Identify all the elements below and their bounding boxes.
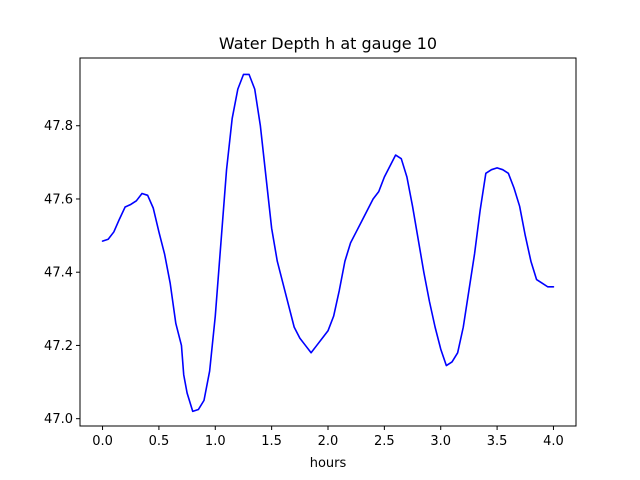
x-tick-label: 3.5 [487,434,508,449]
x-tick-label: 1.0 [205,434,226,449]
x-tick-label: 3.0 [430,434,451,449]
x-tick-label: 0.0 [92,434,113,449]
chart-title: Water Depth h at gauge 10 [219,34,437,53]
plot-area: 0.0 0.5 1.0 1.5 2.0 2.5 3.0 3.5 4.0 47.0 47.2 47.4 4… [44,57,577,449]
x-tick-label: 2.5 [374,434,395,449]
series-line-0 [101,73,555,413]
y-tick-label: 47.2 [44,339,73,354]
y-tick-label: 47.0 [44,412,73,427]
y-tick-label: 47.8 [44,119,73,134]
x-tick-label: 0.5 [149,434,170,449]
plot-frame [79,57,577,427]
x-tick-label: 4.0 [543,434,564,449]
x-tick-label: 1.5 [261,434,282,449]
x-tick-label: 2.0 [318,434,339,449]
y-tick-label: 47.4 [44,266,73,281]
x-axis-label: hours [310,456,347,471]
y-tick-label: 47.6 [44,192,73,207]
